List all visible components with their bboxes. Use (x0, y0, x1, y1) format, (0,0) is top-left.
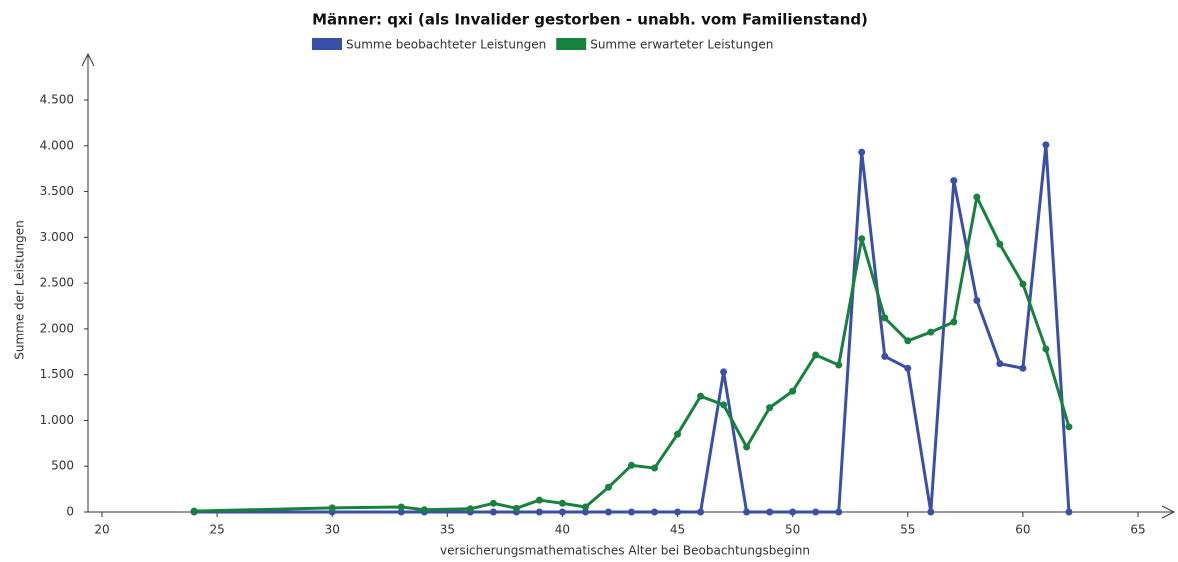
data-point (1042, 141, 1050, 149)
data-point (881, 314, 889, 322)
data-point (858, 148, 866, 156)
x-tick-label: 55 (900, 523, 915, 537)
legend-label: Summe beobachteter Leistungen (346, 38, 546, 52)
data-point (835, 361, 843, 369)
data-point (420, 506, 428, 514)
y-axis-arrow (81, 52, 95, 67)
data-point (766, 508, 774, 516)
data-point (190, 507, 198, 515)
y-tick-label: 1.500 (40, 367, 74, 381)
data-point (397, 503, 405, 511)
x-tick-label: 45 (670, 523, 685, 537)
x-tick-label: 20 (94, 523, 109, 537)
data-point (558, 508, 566, 516)
y-tick-label: 2.000 (40, 321, 74, 335)
data-point (950, 318, 958, 326)
y-tick-label: 2.500 (40, 276, 74, 290)
y-tick-label: 500 (51, 459, 74, 473)
data-point (927, 508, 935, 516)
data-point (651, 464, 659, 472)
data-point (858, 235, 866, 243)
data-point (973, 297, 981, 305)
x-axis-label: versicherungsmathematisches Alter bei Be… (440, 544, 810, 558)
data-point (835, 508, 843, 516)
data-point (581, 503, 589, 511)
x-axis-arrow (1161, 505, 1176, 519)
y-tick-label: 3.000 (40, 230, 74, 244)
legend-swatch (312, 38, 342, 50)
chart-title: Männer: qxi (als Invalider gestorben - u… (312, 11, 868, 29)
data-point (1019, 364, 1027, 372)
legend-swatch (556, 38, 587, 50)
x-tick-label: 25 (209, 523, 224, 537)
data-point (651, 508, 659, 516)
data-point (1019, 280, 1027, 288)
data-point (1065, 508, 1073, 516)
data-point (766, 404, 774, 412)
x-tick-label: 50 (785, 523, 800, 537)
data-point (697, 508, 705, 516)
y-tick-label: 1.000 (40, 413, 74, 427)
data-point (466, 505, 474, 513)
data-point (1065, 423, 1073, 431)
data-point (927, 328, 935, 336)
data-point (743, 443, 751, 451)
data-point (535, 496, 543, 504)
data-point (904, 337, 912, 345)
data-point (950, 177, 958, 185)
y-axis-label: Summe der Leistungen (13, 220, 27, 360)
x-tick-label: 65 (1130, 523, 1145, 537)
data-point (558, 499, 566, 507)
y-tick-label: 4.500 (40, 93, 74, 107)
data-point (535, 508, 543, 516)
data-point (812, 351, 820, 359)
data-point (720, 368, 728, 376)
data-point (720, 401, 728, 409)
data-point (973, 193, 981, 201)
data-point (628, 461, 636, 469)
data-point (904, 364, 912, 372)
x-tick-label: 30 (325, 523, 340, 537)
y-tick-label: 4.000 (40, 138, 74, 152)
data-point (812, 508, 820, 516)
x-tick-label: 40 (555, 523, 570, 537)
data-point (397, 508, 405, 516)
data-point (604, 508, 612, 516)
data-point (996, 240, 1004, 248)
data-point (328, 504, 336, 512)
data-point (581, 508, 589, 516)
data-point (674, 508, 682, 516)
data-point (512, 504, 520, 512)
data-point (789, 387, 797, 395)
data-point (743, 508, 751, 516)
x-tick-label: 35 (440, 523, 455, 537)
data-point (628, 508, 636, 516)
data-point (881, 352, 889, 360)
y-tick-label: 0 (66, 505, 74, 519)
data-point (604, 483, 612, 491)
legend-label: Summe erwarteter Leistungen (590, 38, 773, 52)
data-point (674, 430, 682, 438)
y-tick-label: 3.500 (40, 184, 74, 198)
data-point (489, 499, 497, 507)
data-point (1042, 345, 1050, 353)
data-point (697, 392, 705, 400)
x-tick-label: 60 (1015, 523, 1030, 537)
data-point (489, 508, 497, 516)
data-point (996, 360, 1004, 368)
data-point (789, 508, 797, 516)
